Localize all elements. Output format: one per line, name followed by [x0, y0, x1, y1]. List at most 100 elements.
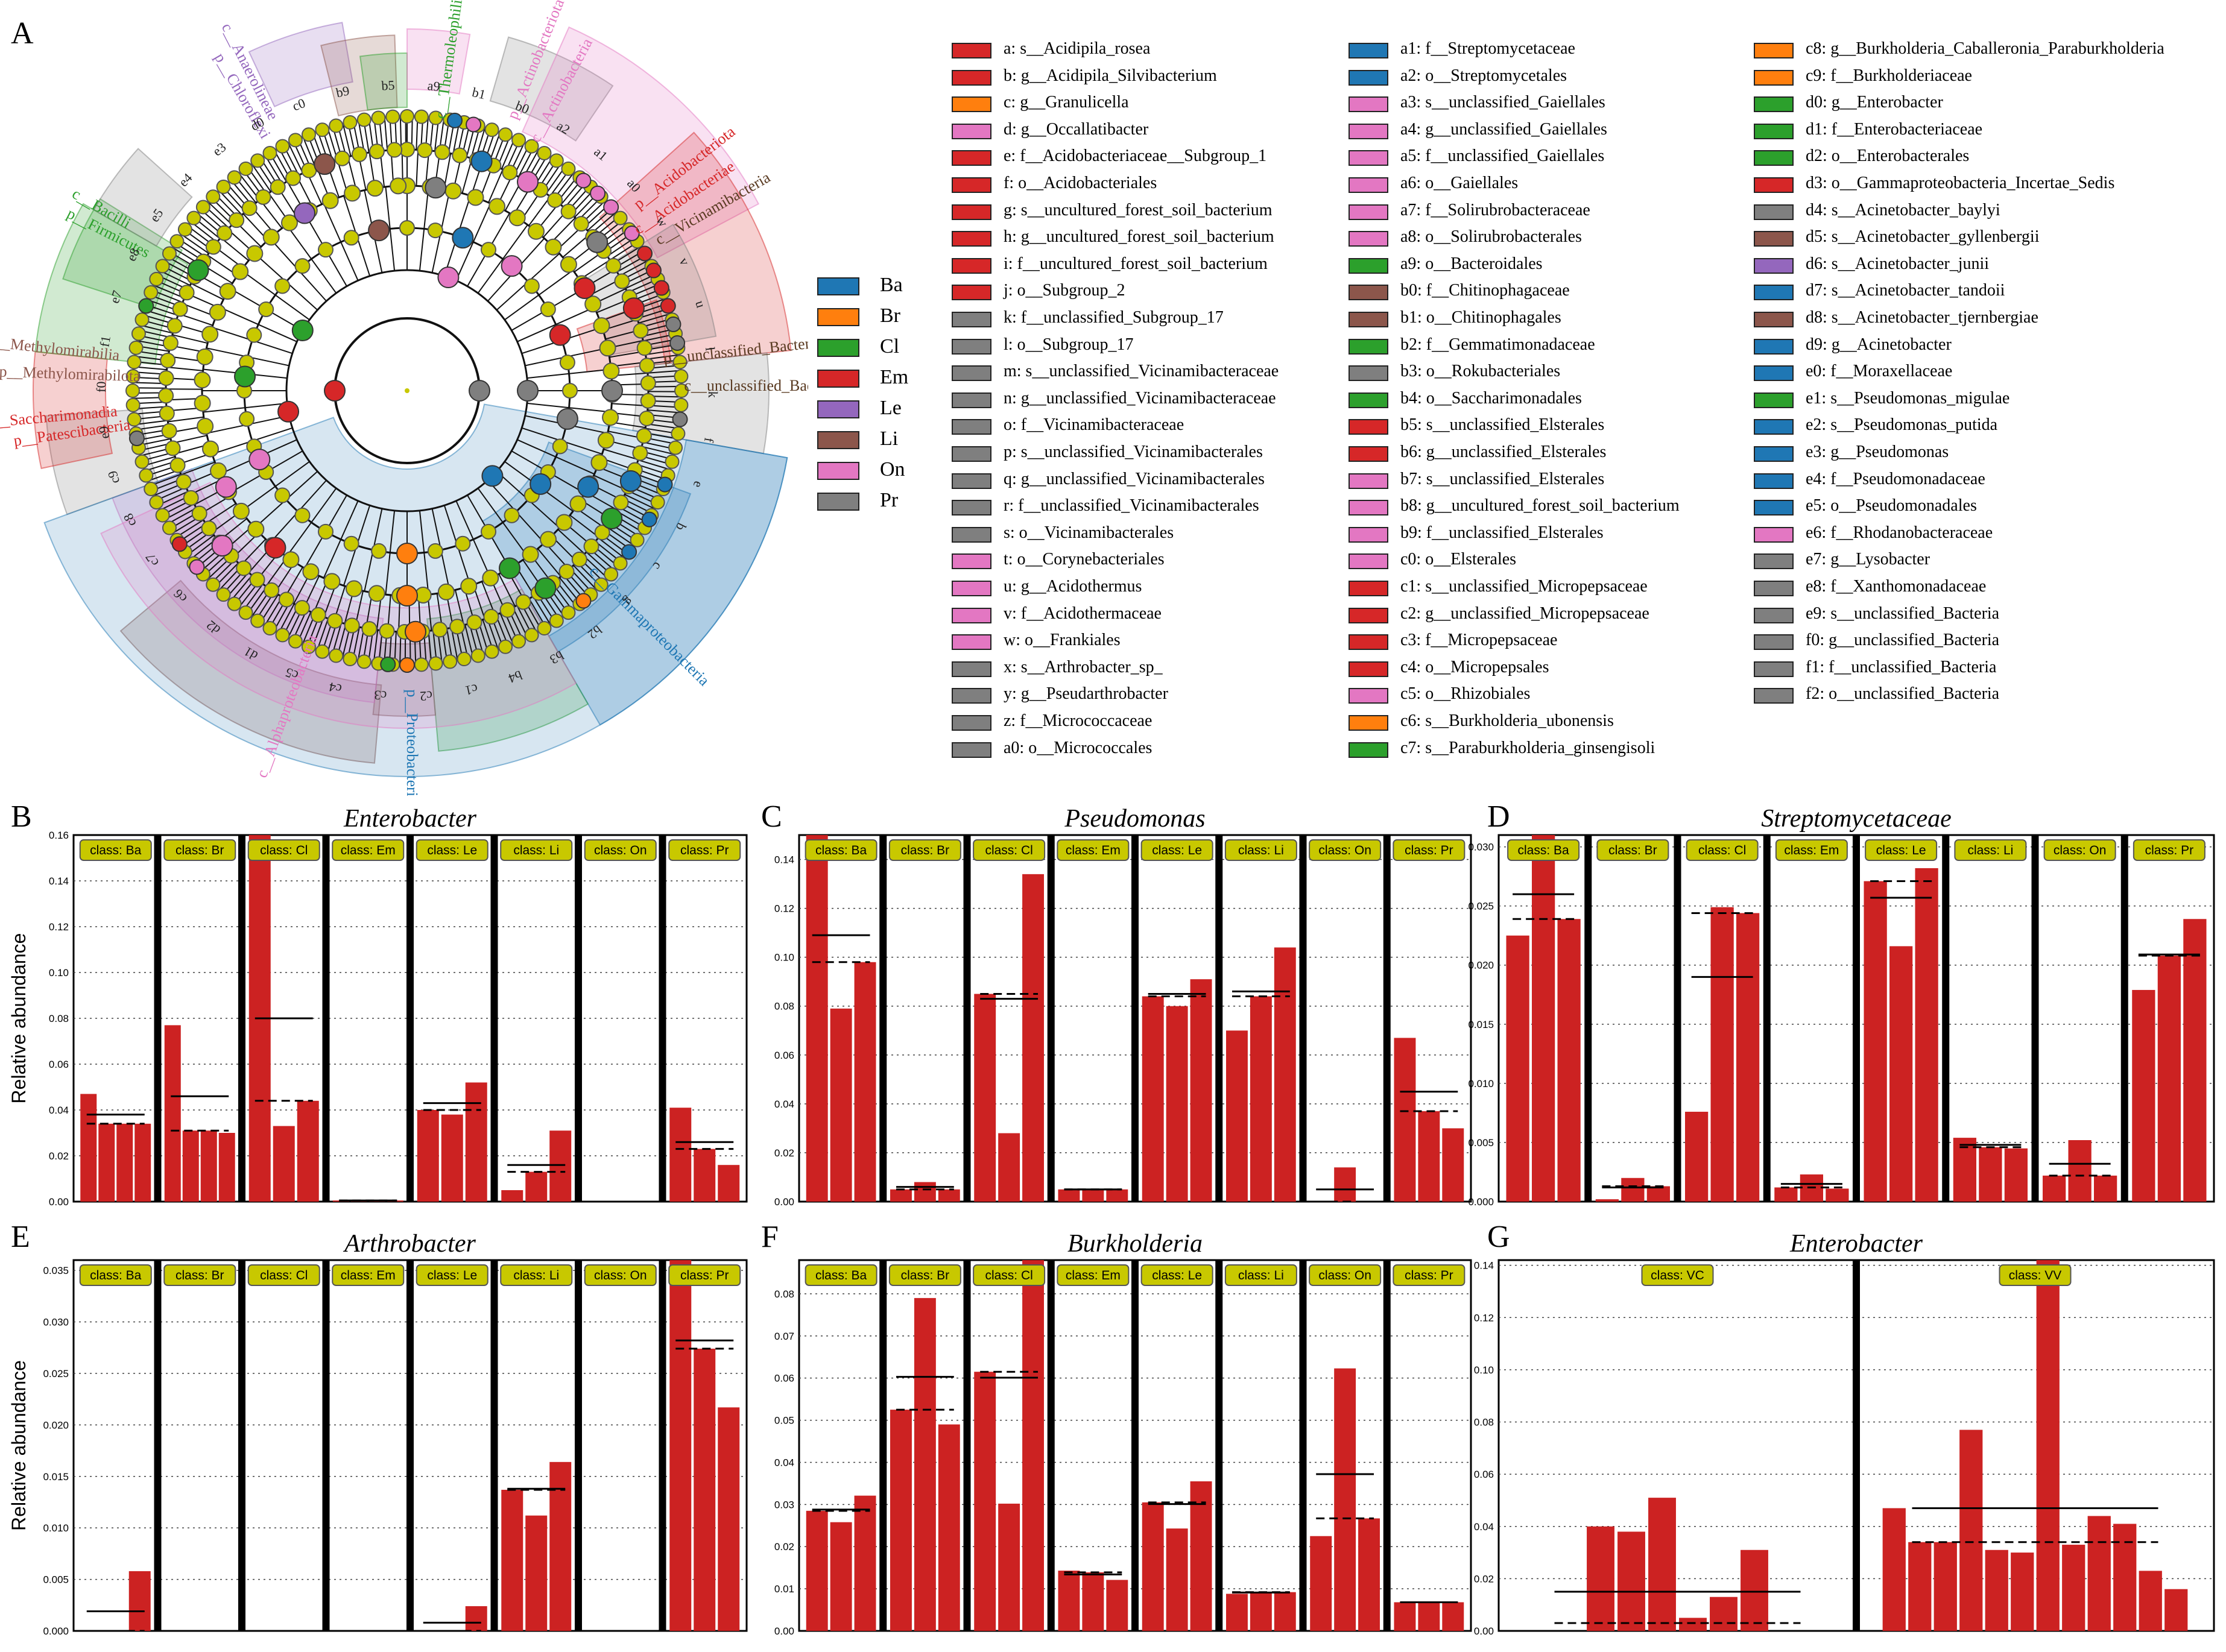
tree-node [202, 440, 220, 458]
class-legend-item: Pr [817, 488, 974, 517]
tree-node [632, 445, 648, 461]
tree-node [562, 383, 578, 399]
tree-node [247, 520, 265, 538]
biomarker-node [601, 380, 623, 402]
feature-legend-label: b6: g__unclassified_Elsterales [1400, 443, 1607, 461]
feature-legend-label: e0: f__Moraxellaceae [1806, 362, 1953, 381]
tree-node [318, 242, 334, 258]
tree-node [155, 259, 170, 274]
tree-node [640, 393, 656, 409]
biomarker-node [324, 380, 346, 402]
tree-branch [454, 590, 465, 626]
tree-node [583, 538, 599, 555]
bar [1826, 1188, 1849, 1202]
tree-node [302, 563, 320, 581]
y-tick-label: 0.02 [774, 1147, 794, 1159]
tree-node [597, 432, 615, 449]
panel-label-a: A [11, 16, 34, 51]
clade-label: c__unclassified_Bacteria [684, 377, 808, 394]
biomarker-node [425, 177, 447, 199]
tree-branch [140, 324, 173, 334]
feature-legend-swatch [1754, 419, 1794, 435]
class-legend-swatch [817, 493, 859, 511]
feature-legend-swatch [952, 257, 991, 274]
feature-legend-label: r: f__unclassified_Vicinamibacterales [1004, 496, 1259, 515]
tree-node [674, 397, 689, 412]
tree-node [498, 127, 513, 142]
tree-branch [499, 613, 514, 645]
biomarker-node [590, 185, 606, 201]
class-legend-item: Ba [817, 273, 974, 301]
y-tick-label: 0.025 [43, 1368, 69, 1379]
bar [387, 1200, 403, 1202]
class-group: class: Br [154, 835, 236, 1202]
class-group: class: Br [1584, 835, 1670, 1202]
clade-node-label: f0 [93, 381, 109, 393]
feature-legend-label: e1: s__Pseudomonas_migulae [1806, 388, 2010, 408]
y-axis-label: Relative abundance [8, 1360, 30, 1531]
tree-node [432, 622, 448, 638]
class-legend-label: Em [880, 366, 909, 388]
bar [830, 1522, 852, 1631]
tree-node [169, 234, 185, 249]
tree-node [549, 613, 564, 628]
biomarker-node [665, 316, 681, 332]
y-tick-label: 0.08 [1474, 1417, 1494, 1428]
feature-legend-swatch [1349, 338, 1388, 355]
tree-node [400, 109, 414, 124]
bar [1334, 1368, 1356, 1631]
class-badge [2043, 839, 2116, 861]
tree-node [279, 591, 294, 608]
y-tick-label: 0.01 [774, 1583, 794, 1595]
tree-node [125, 369, 141, 384]
tree-node [672, 355, 688, 370]
y-tick-label: 0.10 [1474, 1364, 1494, 1376]
group-separator [406, 835, 414, 1202]
class-group: class: Cl [963, 1260, 1046, 1631]
tree-node [191, 505, 207, 522]
feature-legend-swatch [1754, 446, 1794, 462]
y-tick-label: 0.02 [49, 1150, 69, 1162]
class-badge [1309, 1264, 1382, 1286]
tree-node [310, 607, 326, 623]
y-tick-label: 0.00 [774, 1196, 794, 1208]
tree-node [613, 556, 628, 571]
bar [1710, 907, 1734, 1202]
feature-legend-swatch [1754, 96, 1794, 113]
tree-branch [646, 354, 680, 360]
tree-node [559, 355, 575, 371]
class-badge-label: class: Ba [815, 843, 867, 857]
feature-legend-swatch [1349, 688, 1388, 704]
tree-node [246, 327, 262, 343]
y-tick-label: 0.02 [1474, 1573, 1494, 1584]
bar [98, 1123, 115, 1202]
feature-legend-swatch [1754, 257, 1794, 274]
group-separator [1853, 835, 1860, 1202]
panel-label-d: D [1487, 799, 1510, 834]
tree-node [489, 198, 506, 215]
clade-sector [521, 26, 760, 259]
tree-node [356, 112, 372, 127]
tree-node [186, 210, 201, 225]
tree-branch [573, 564, 597, 590]
tree-node [144, 482, 159, 497]
feature-legend-label: a2: o__Streptomycetales [1400, 66, 1567, 85]
class-badge-label: class: Br [901, 1269, 950, 1282]
feature-legend-swatch [952, 446, 991, 462]
tree-branch [455, 500, 492, 579]
class-group: class: Br [154, 1260, 236, 1632]
class-badge [1865, 839, 1938, 861]
class-group: class: On [2031, 835, 2117, 1202]
y-tick-label: 0.08 [774, 1288, 794, 1300]
feature-legend-label: e2: s__Pseudomonas_putida [1806, 415, 1998, 435]
class-badge-label: class: VV [2009, 1269, 2062, 1282]
class-badge [79, 839, 152, 861]
feature-legend-swatch [1349, 177, 1388, 193]
tree-branch [373, 629, 379, 663]
bar [1190, 979, 1212, 1202]
bar [1082, 1189, 1104, 1202]
biomarker-node [586, 231, 609, 253]
tree-node [555, 514, 573, 531]
feature-legend-swatch [952, 204, 991, 220]
feature-legend-label: a8: o__Solirubrobacterales [1400, 227, 1582, 247]
